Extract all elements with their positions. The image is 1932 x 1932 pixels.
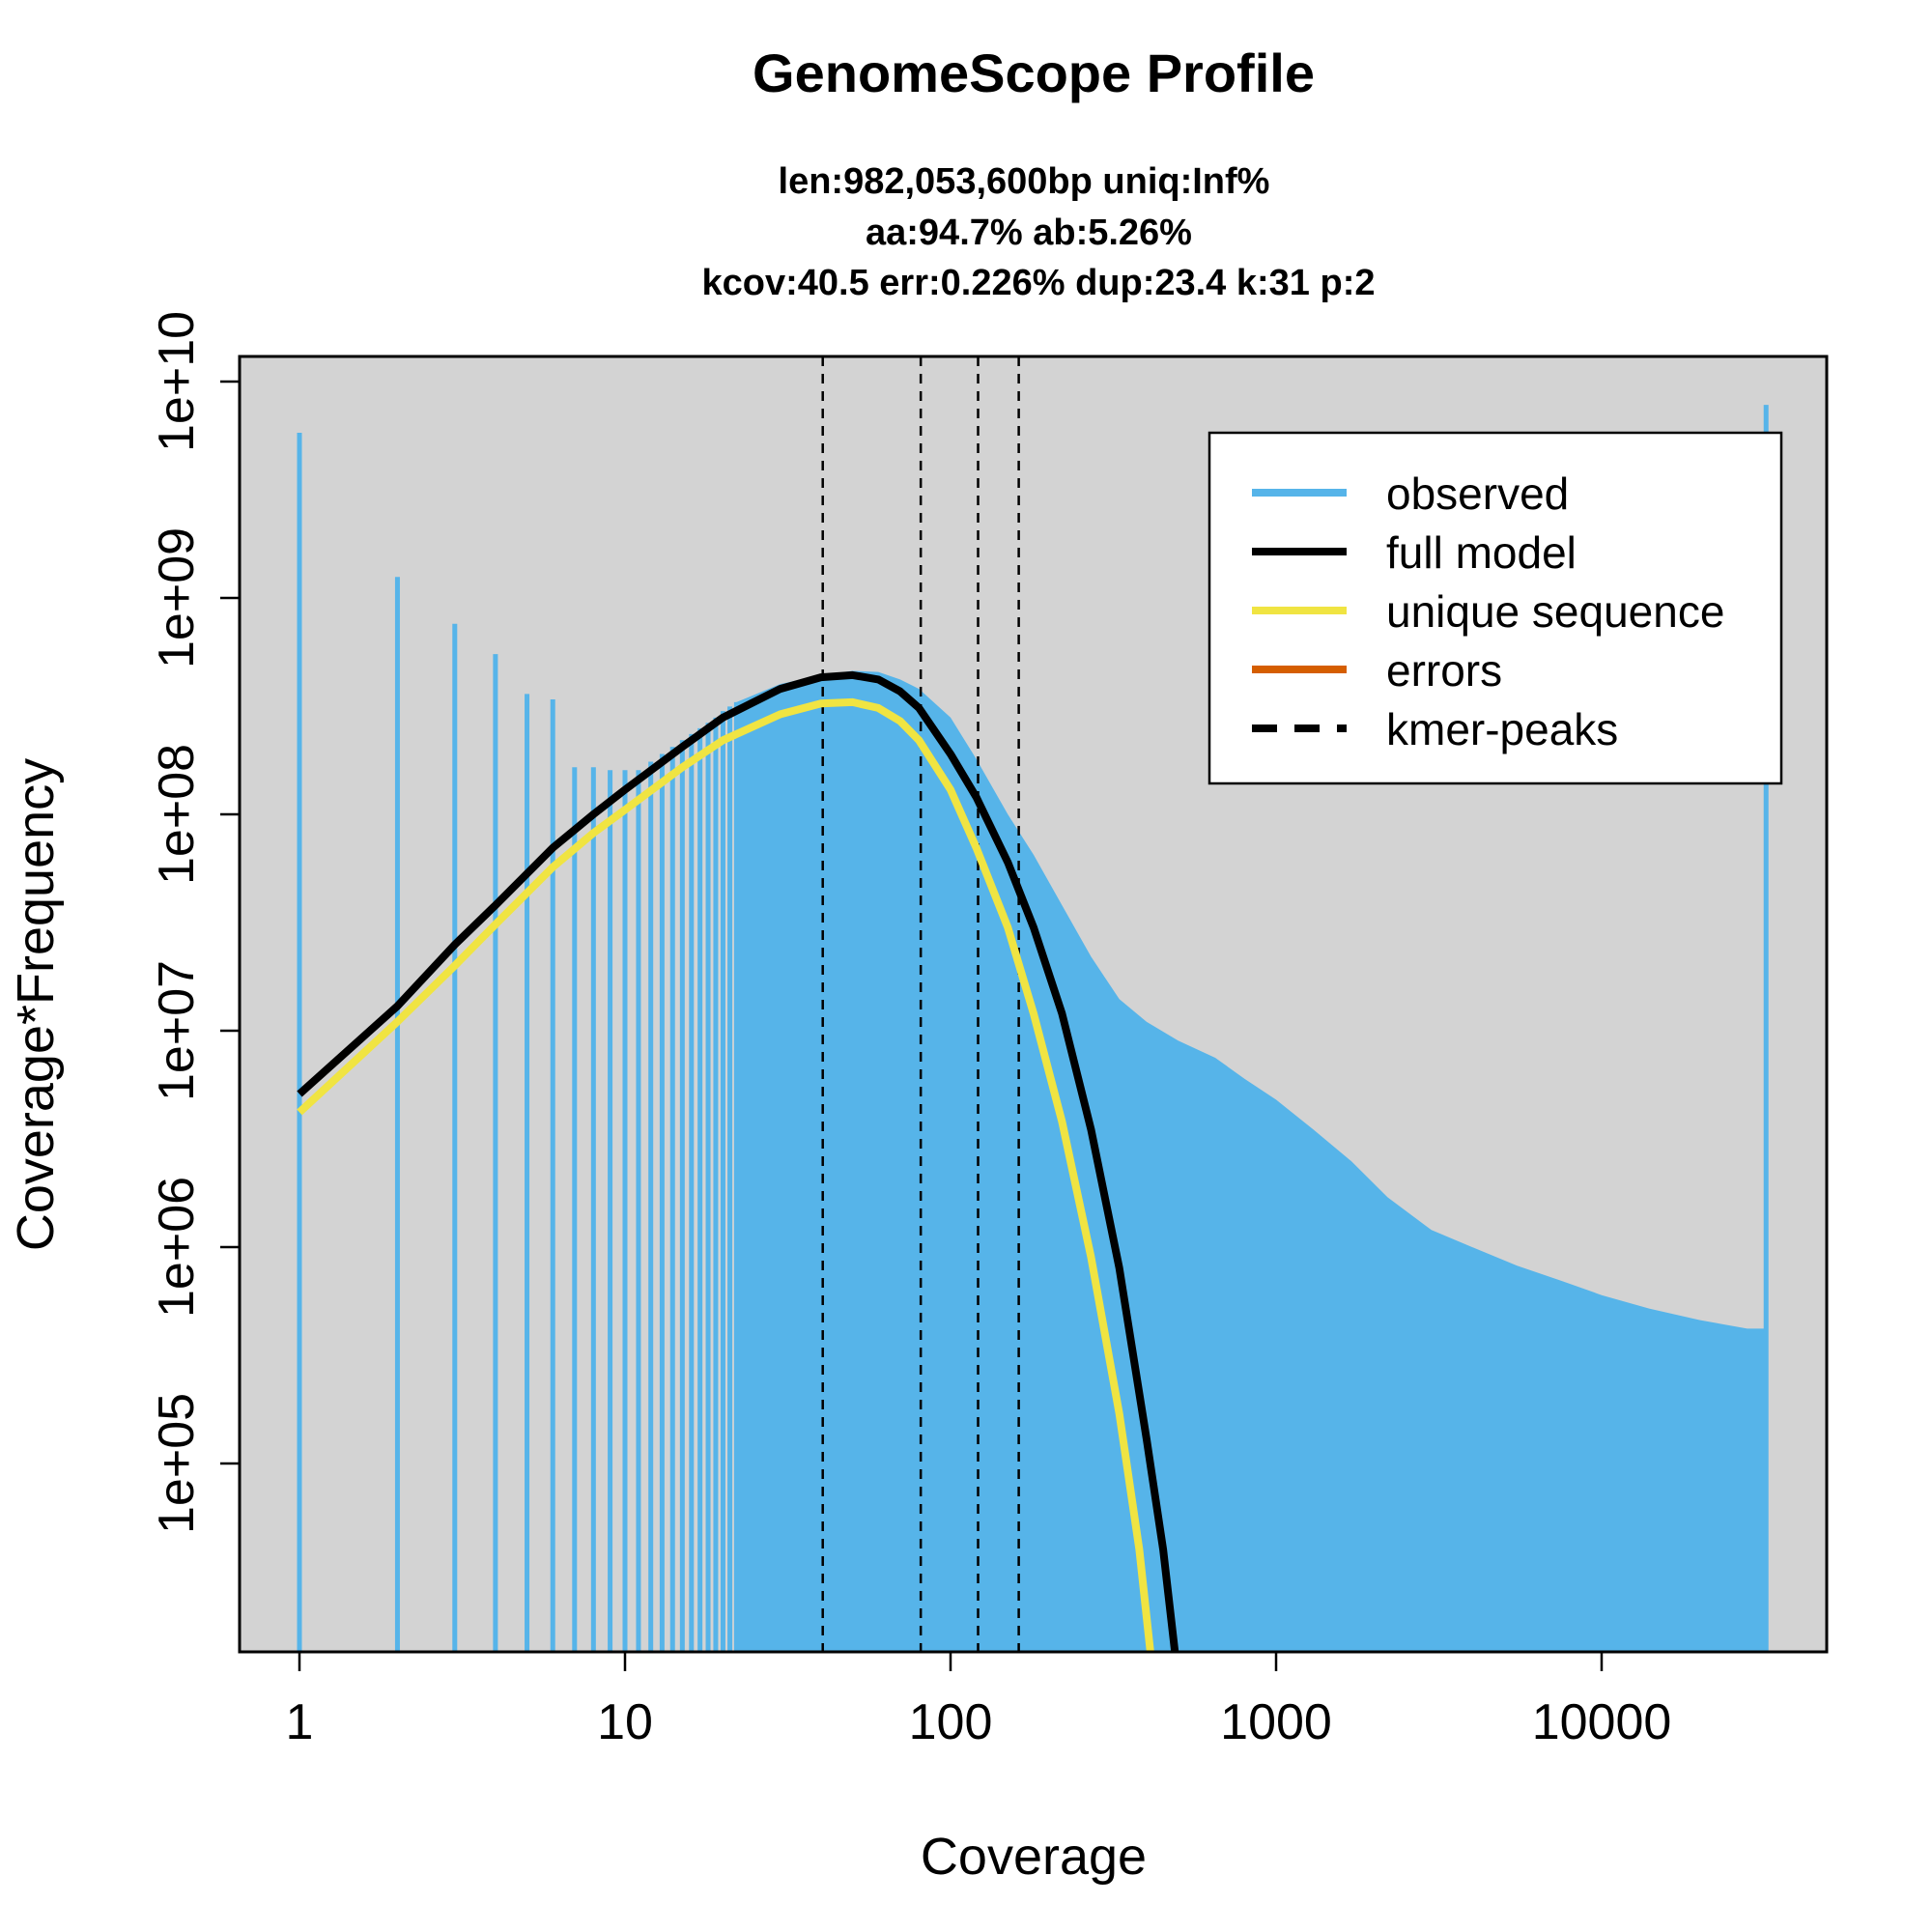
legend-label-errors: errors	[1386, 645, 1502, 696]
chart-title: GenomeScope Profile	[753, 43, 1315, 103]
x-tick-label-10: 10	[597, 1694, 653, 1750]
chart-subtitle-line-1: len:982,053,600bp uniq:Inf%	[779, 161, 1270, 202]
legend-label-unique-sequence: unique sequence	[1386, 586, 1724, 637]
y-tick-label-1e+06: 1e+06	[149, 1177, 205, 1318]
y-tick-label-1e+09: 1e+09	[149, 527, 205, 668]
legend-label-full-model: full model	[1386, 527, 1577, 578]
legend: observed full model unique sequence errors k…	[1208, 431, 1783, 785]
unique-sequence-curve	[297, 697, 1154, 1652]
legend-label-observed: observed	[1386, 469, 1569, 519]
legend-label-kmer-peaks: kmer-peaks	[1386, 704, 1618, 754]
y-tick-label-1e+07: 1e+07	[149, 960, 205, 1101]
y-axis: 1e+05 1e+06 1e+07 1e+08 1e+09 1e+10	[149, 311, 242, 1534]
observed-area	[736, 670, 1767, 1652]
kmer-peaks-series	[821, 356, 1020, 1652]
model-curves	[297, 670, 1179, 1652]
x-tick-label-1000: 1000	[1220, 1694, 1332, 1750]
x-tick-label-100: 100	[909, 1694, 993, 1750]
chart-subtitle-line-3: kcov:40.5 err:0.226% dup:23.4 k:31 p:2	[701, 263, 1375, 303]
x-tick-label-1: 1	[286, 1694, 314, 1750]
full-model-curve	[297, 670, 1179, 1652]
y-axis-label: Coverage*Frequency	[7, 758, 65, 1251]
observed-series	[297, 405, 1769, 1652]
chart-subtitle-line-2: aa:94.7% ab:5.26%	[866, 213, 1192, 253]
x-tick-label-10000: 10000	[1532, 1694, 1672, 1750]
y-tick-label-1e+08: 1e+08	[149, 744, 205, 885]
y-tick-label-1e+10: 1e+10	[149, 311, 205, 452]
x-axis-label: Coverage	[921, 1828, 1147, 1886]
y-tick-label-1e+05: 1e+05	[149, 1393, 205, 1534]
x-axis: 1 10 100 1000 10000	[286, 1650, 1672, 1750]
